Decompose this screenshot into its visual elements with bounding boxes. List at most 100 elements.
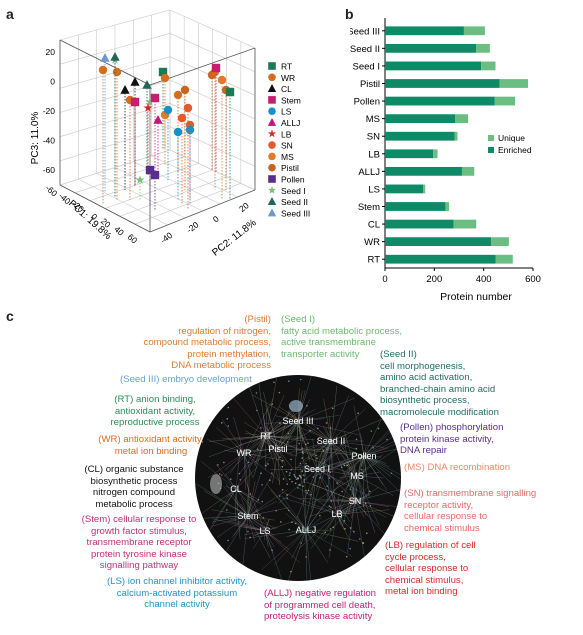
network-edge xyxy=(266,427,279,450)
network-node xyxy=(291,521,293,523)
network-node xyxy=(295,478,298,481)
bar-unique-sn xyxy=(454,131,458,141)
network-edge xyxy=(363,455,367,477)
network-edge xyxy=(235,488,260,504)
network-node xyxy=(227,539,229,542)
network-edge xyxy=(363,455,391,477)
network-edge xyxy=(265,409,302,437)
network-edge xyxy=(264,424,279,450)
network-edge xyxy=(305,529,328,563)
network-edge xyxy=(342,455,365,475)
pca-grid-line xyxy=(169,149,256,191)
network-edge xyxy=(235,453,257,490)
network-edge xyxy=(310,513,338,549)
network-node xyxy=(331,442,333,445)
network-edge xyxy=(330,395,349,442)
network-edge xyxy=(297,375,312,422)
annotation-ms: (MS) DNA recombination xyxy=(404,462,564,474)
network-node xyxy=(345,555,348,558)
network-node xyxy=(298,474,301,477)
pca-point xyxy=(185,125,195,135)
network-edge xyxy=(354,485,370,502)
bar-enriched-sn xyxy=(385,131,455,141)
pca-point xyxy=(142,79,152,89)
network-edge xyxy=(245,433,267,437)
network-node xyxy=(326,448,328,450)
network-edge xyxy=(356,471,365,477)
network-edge xyxy=(272,448,279,484)
network-edge xyxy=(316,440,332,470)
network-tissue-labels: Seed III RT Pistil Seed II WR Seed I Pollen MS C… xyxy=(230,416,376,536)
bar-enriched-rt xyxy=(385,254,496,264)
network-edge xyxy=(264,530,275,547)
network-node xyxy=(229,478,232,480)
network-node xyxy=(291,480,293,483)
network-edge xyxy=(265,435,281,485)
network-edge xyxy=(305,500,317,531)
network-edge xyxy=(265,420,299,441)
network-node xyxy=(312,476,315,478)
annotation-rt-line: anion binding, xyxy=(135,394,196,405)
network-node xyxy=(329,427,332,429)
pc1-tick-label: 0 xyxy=(89,211,99,222)
network-edge xyxy=(225,483,249,517)
network-node xyxy=(262,516,265,519)
network-edge xyxy=(297,390,306,422)
annotation-seed2: (Seed II) cell morphogenesis, amino acid… xyxy=(380,349,540,419)
network-edge xyxy=(286,529,307,538)
bar-enriched-wr xyxy=(385,237,492,247)
network-node xyxy=(267,463,269,465)
network-edge xyxy=(336,513,345,530)
network-node xyxy=(289,478,291,480)
bar-category-labels: Seed III Seed II Seed I Pistil Pollen MS SN LB A… xyxy=(350,26,380,265)
network-edge xyxy=(223,486,249,517)
network-edge xyxy=(312,438,318,470)
pca-legend-marker xyxy=(268,73,276,82)
network-node xyxy=(299,475,302,477)
network-edge xyxy=(264,530,290,550)
network-node xyxy=(299,378,302,381)
network-node xyxy=(286,441,289,443)
pca-legend-label: WR xyxy=(281,73,295,83)
network-edge xyxy=(304,529,307,542)
network-edge xyxy=(297,440,332,454)
annotation-sn-tissue: (SN) xyxy=(404,488,424,499)
network-edge xyxy=(330,440,332,470)
network-edge xyxy=(226,515,249,518)
network-node xyxy=(316,457,318,459)
network-edge xyxy=(308,429,332,442)
network-edge xyxy=(343,475,358,491)
network-edge xyxy=(263,530,266,541)
network-edge xyxy=(363,455,401,493)
network-node xyxy=(238,472,241,475)
network-edge xyxy=(336,513,347,525)
network-edge xyxy=(264,431,279,450)
network-edge xyxy=(265,435,316,457)
network-node xyxy=(293,473,295,476)
network-edge xyxy=(343,455,365,465)
network-edge xyxy=(330,491,338,515)
annotation-pollen: (Pollen) phosphorylation protein kinase … xyxy=(400,422,570,457)
network-edge xyxy=(233,515,249,536)
network-edge xyxy=(353,405,365,457)
pca-point xyxy=(100,52,110,62)
pca-legend-marker xyxy=(268,141,276,149)
network-node xyxy=(346,464,348,467)
network-node xyxy=(261,500,264,503)
bar-enriched-pistil xyxy=(385,79,500,88)
network-edge xyxy=(336,513,343,523)
pc1-tick-label: 60 xyxy=(126,232,140,246)
network-node xyxy=(298,483,300,486)
network-edge xyxy=(235,488,258,518)
panel-letter-a: a xyxy=(6,6,14,22)
network-edge xyxy=(265,435,304,442)
network-node xyxy=(307,489,310,492)
network-edge xyxy=(354,500,366,563)
network-edge xyxy=(323,398,332,442)
network-edge xyxy=(277,425,300,450)
network-node xyxy=(278,391,281,394)
network-node xyxy=(319,476,321,479)
network-edge xyxy=(322,426,332,442)
pc3-tick-label: -20 xyxy=(43,106,56,116)
